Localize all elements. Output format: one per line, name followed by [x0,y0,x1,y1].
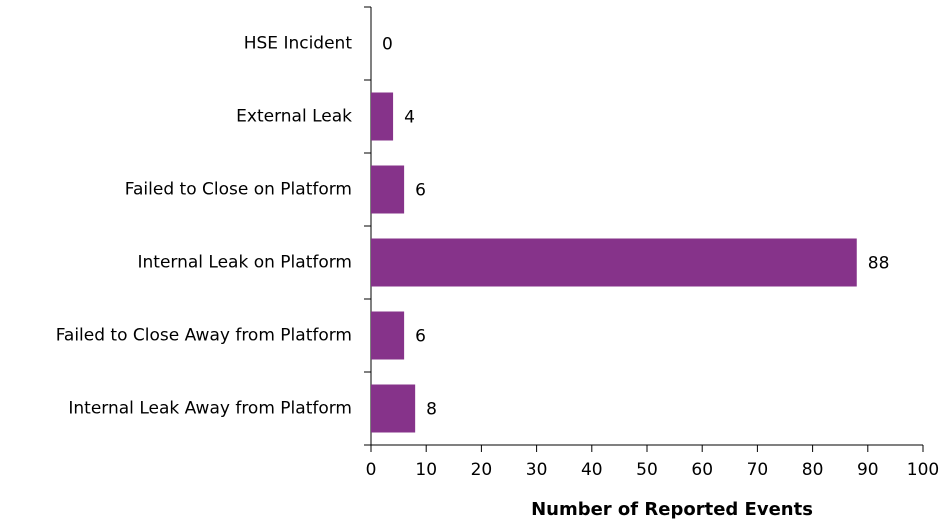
x-tick-label: 0 [366,460,377,480]
bar [371,384,416,433]
bar [371,238,857,287]
data-label: 6 [415,181,426,201]
data-label: 0 [382,35,393,55]
x-tick-label: 60 [691,460,713,480]
x-tick-label: 70 [747,460,769,480]
data-label: 8 [426,400,437,420]
y-tick-label: External Leak [236,107,352,127]
y-tick-label: Failed to Close Away from Platform [56,326,352,346]
x-axis-label: Number of Reported Events [531,499,813,520]
data-label: 4 [404,108,415,128]
bar [371,165,405,214]
x-tick-label: 80 [802,460,824,480]
x-tick-label: 20 [471,460,493,480]
y-tick-label: Internal Leak on Platform [138,253,353,273]
bar [371,92,394,141]
y-tick-label: Failed to Close on Platform [125,180,352,200]
x-tick-label: 30 [526,460,548,480]
x-tick-label: 10 [415,460,437,480]
data-label: 6 [415,327,426,347]
data-label: 88 [868,254,890,274]
x-tick-label: 100 [907,460,939,480]
x-tick-label: 40 [581,460,603,480]
bar [371,311,405,360]
y-tick-label: Internal Leak Away from Platform [68,399,352,419]
y-tick-label: HSE Incident [244,34,353,54]
x-tick-label: 50 [636,460,658,480]
x-tick-label: 90 [857,460,879,480]
